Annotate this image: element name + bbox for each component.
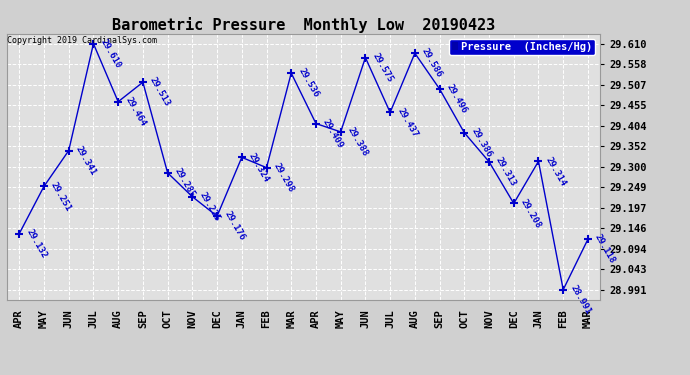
Text: 29.610: 29.610 <box>99 38 123 70</box>
Text: 29.251: 29.251 <box>49 180 73 213</box>
Text: 29.298: 29.298 <box>272 161 295 194</box>
Text: 29.176: 29.176 <box>222 210 246 242</box>
Text: 29.437: 29.437 <box>395 106 420 139</box>
Text: 29.341: 29.341 <box>74 144 98 177</box>
Text: 29.314: 29.314 <box>544 155 568 188</box>
Text: 29.513: 29.513 <box>148 76 172 108</box>
Text: 29.313: 29.313 <box>494 155 518 188</box>
Text: 29.409: 29.409 <box>321 117 345 150</box>
Text: 29.324: 29.324 <box>247 151 271 183</box>
Text: 29.586: 29.586 <box>420 47 444 80</box>
Text: 29.132: 29.132 <box>24 227 48 260</box>
Text: 29.575: 29.575 <box>371 51 395 84</box>
Text: Copyright 2019 CardinalSys.com: Copyright 2019 CardinalSys.com <box>8 36 157 45</box>
Text: 29.208: 29.208 <box>519 197 543 230</box>
Text: 29.464: 29.464 <box>124 95 147 128</box>
Legend: Pressure  (Inches/Hg): Pressure (Inches/Hg) <box>449 39 595 55</box>
Text: 29.386: 29.386 <box>469 126 493 159</box>
Text: 29.496: 29.496 <box>445 83 469 115</box>
Text: 29.225: 29.225 <box>197 190 221 223</box>
Text: 28.991: 28.991 <box>569 284 592 316</box>
Text: 29.536: 29.536 <box>297 67 320 99</box>
Title: Barometric Pressure  Monthly Low  20190423: Barometric Pressure Monthly Low 20190423 <box>112 16 495 33</box>
Text: 29.388: 29.388 <box>346 126 370 158</box>
Text: 29.285: 29.285 <box>172 166 197 199</box>
Text: 29.118: 29.118 <box>593 233 617 266</box>
